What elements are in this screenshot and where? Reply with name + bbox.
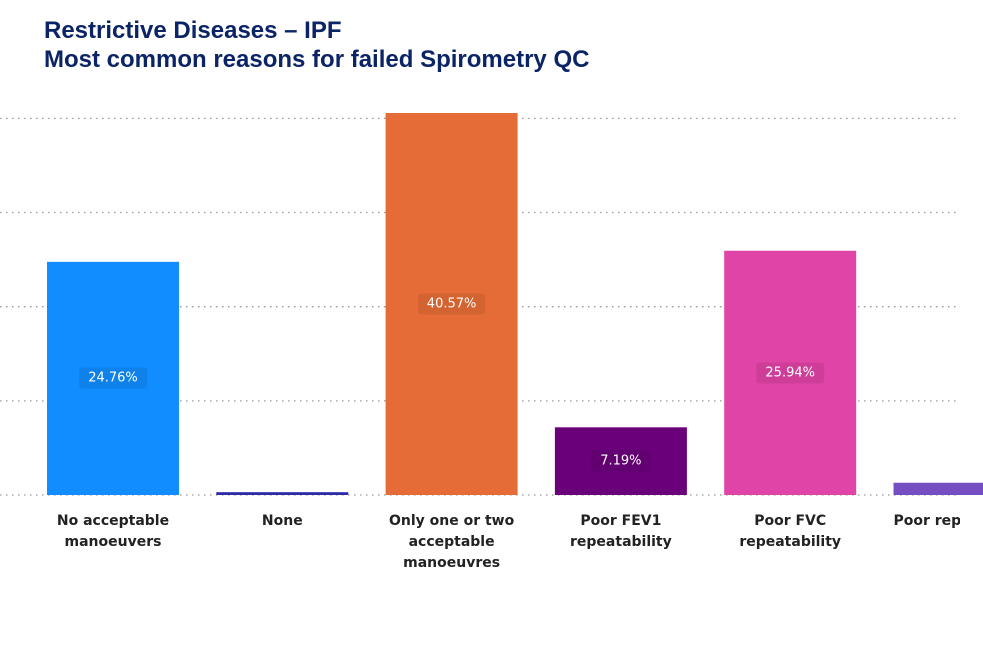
category-label: No acceptable manoeuvers: [56, 513, 170, 550]
bar[interactable]: [554, 427, 687, 495]
category-label: Only one or two acceptable manoeuvres: [388, 513, 515, 571]
title-line-2: Most common reasons for failed Spirometr…: [44, 46, 590, 73]
data-label: 25.94%: [756, 362, 824, 384]
chart-title: Restrictive Diseases – IPF Most common r…: [44, 16, 589, 74]
category-label: Poor FEV1 repeatability: [570, 513, 672, 550]
bar[interactable]: [47, 261, 179, 495]
category-label: Poor rep: [893, 513, 960, 529]
data-label: 40.57%: [417, 293, 486, 315]
category-label: None: [261, 513, 303, 529]
bar[interactable]: [385, 112, 518, 495]
bar[interactable]: [724, 250, 857, 495]
data-label: 24.76%: [79, 367, 147, 389]
category-label: Poor FVC repeatability: [739, 513, 842, 550]
bar[interactable]: [893, 482, 983, 495]
bar[interactable]: [216, 492, 349, 495]
data-label: 7.19%: [591, 450, 651, 472]
title-line-1: Restrictive Diseases – IPF: [44, 17, 342, 44]
